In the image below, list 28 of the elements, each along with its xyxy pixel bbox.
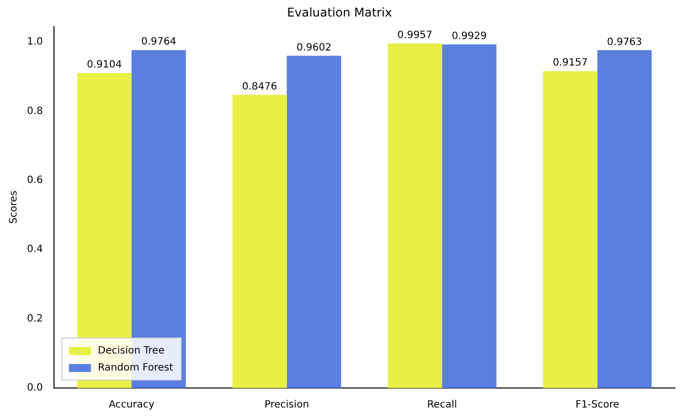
legend-label: Decision Tree xyxy=(98,346,164,357)
data-label: 0.9602 xyxy=(296,42,332,54)
bar xyxy=(232,94,287,388)
y-tick-label: 0.2 xyxy=(26,313,43,324)
data-label: 0.8476 xyxy=(242,81,278,92)
bar xyxy=(597,50,652,388)
bar xyxy=(543,71,598,388)
y-tick-label: 0.4 xyxy=(26,244,43,256)
data-label: 0.9764 xyxy=(141,36,176,48)
y-tick-label: 1.0 xyxy=(26,36,43,48)
data-label: 0.9763 xyxy=(607,36,642,48)
bar xyxy=(442,44,496,388)
y-tick-label: 0.8 xyxy=(26,106,43,117)
data-label: 0.9957 xyxy=(397,30,432,42)
x-tick-label: Recall xyxy=(427,400,458,411)
y-tick-label: 0.0 xyxy=(26,382,43,394)
data-label: 0.9157 xyxy=(552,58,588,69)
y-axis-title: Scores xyxy=(8,190,20,224)
data-label: 0.9929 xyxy=(452,31,487,42)
x-tick-label: Accuracy xyxy=(108,400,154,411)
bar xyxy=(286,56,342,388)
x-tick-label: Precision xyxy=(264,400,310,411)
chart-title: Evaluation Matrix xyxy=(287,5,392,20)
legend-label: Random Forest xyxy=(98,362,174,374)
data-label: 0.9104 xyxy=(86,60,122,71)
y-tick-label: 0.6 xyxy=(26,174,43,186)
x-tick-label: F1-Score xyxy=(575,400,620,411)
bar xyxy=(388,43,442,388)
